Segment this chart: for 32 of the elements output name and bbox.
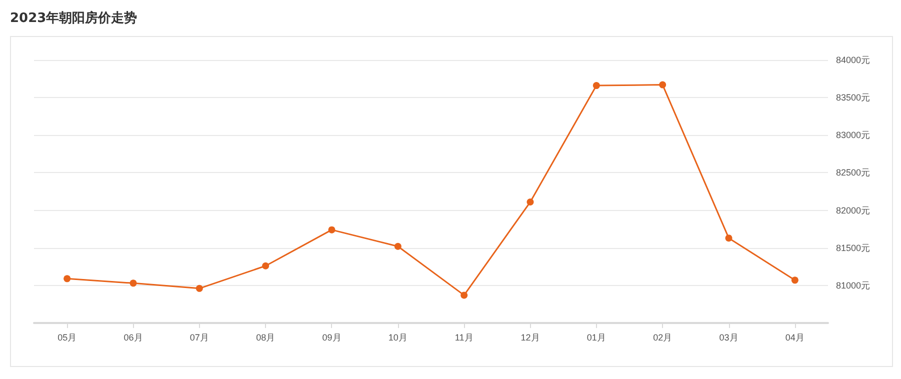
point: [196, 284, 203, 292]
y-tick-label: 84000元: [836, 55, 870, 65]
point: [460, 292, 468, 299]
y-tick-label: 83500元: [836, 92, 870, 103]
point: [262, 262, 270, 270]
point: [592, 82, 600, 90]
point: [791, 276, 798, 284]
point: [725, 234, 732, 242]
point: [64, 275, 71, 282]
x-tick-label: 07月: [190, 332, 209, 342]
point: [526, 198, 534, 206]
y-tick-label: 81000元: [836, 280, 870, 290]
x-tick-label: 04月: [785, 332, 804, 342]
x-tick-label: 03月: [719, 332, 738, 342]
y-tick-label: 82000元: [836, 205, 870, 216]
x-tick-label: 11月: [454, 332, 474, 342]
y-tick-label: 82500元: [836, 168, 870, 178]
x-tick-label: 10月: [388, 332, 408, 342]
point: [130, 280, 137, 287]
x-tick-label: 06月: [124, 332, 143, 342]
x-tick-label: 08月: [256, 332, 276, 342]
point: [394, 242, 402, 250]
x-tick-label: 02月: [653, 332, 672, 342]
x-tick-label: 12月: [520, 332, 540, 342]
y-tick-label: 81500元: [836, 242, 870, 253]
chart-title: 2023年朝阳房价走势: [10, 10, 138, 27]
point: [328, 226, 336, 234]
y-tick-label: 83000元: [836, 130, 870, 140]
x-tick-label: 01月: [586, 332, 606, 342]
x-tick-label: 05月: [58, 332, 77, 342]
point: [659, 81, 666, 88]
x-tick-label: 09月: [322, 332, 342, 342]
